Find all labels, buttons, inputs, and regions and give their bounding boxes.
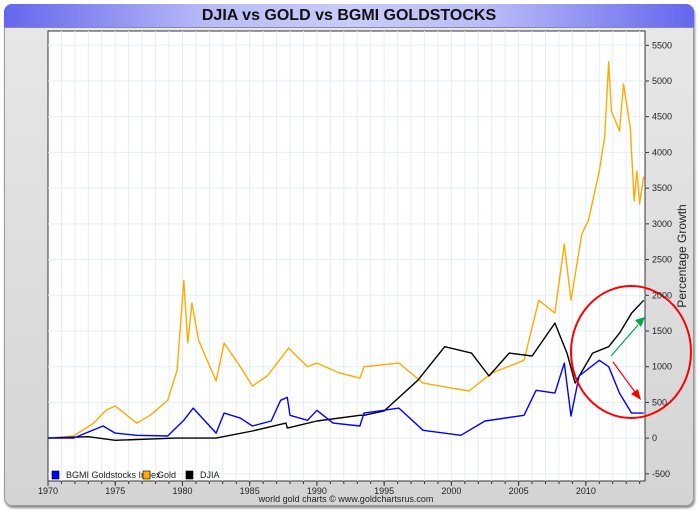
y-tick-label: 4500: [652, 112, 672, 122]
x-tick-label: 1995: [374, 486, 394, 496]
legend-swatch-bgmi: [51, 470, 60, 480]
legend: BGMI Goldstocks Index Gold DJIA: [51, 470, 220, 480]
down-arrow-head: [631, 389, 641, 400]
grid: [48, 31, 645, 481]
y-tick-label: -500: [652, 469, 670, 479]
y-tick-label: 4000: [652, 147, 672, 157]
x-tick-label: 2010: [576, 486, 596, 496]
series-group: [47, 61, 645, 441]
plot-area: [47, 30, 646, 482]
legend-swatch-djia: [185, 470, 194, 480]
y-tick-label: 2500: [652, 255, 672, 265]
y-tick-label: 2000: [652, 290, 672, 300]
legend-label-bgmi: BGMI Goldstocks Index: [66, 470, 161, 480]
title-bar: DJIA vs GOLD vs BGMI GOLDSTOCKS: [4, 4, 694, 28]
chart-title: DJIA vs GOLD vs BGMI GOLDSTOCKS: [201, 7, 497, 24]
y-tick-label: 3000: [652, 219, 672, 229]
y-tick-label: 1500: [652, 326, 672, 336]
x-tick-label: 2000: [441, 486, 461, 496]
credit-text: world gold charts © www.goldchartsrus.co…: [258, 494, 434, 504]
y-axis-label: Percentage Growth: [675, 204, 689, 307]
down-arrow-line: [612, 361, 636, 393]
y-tick-label: 0: [652, 433, 657, 443]
x-tick-label: 1980: [172, 486, 192, 496]
legend-swatch-gold: [142, 470, 151, 480]
series-line-bgmi-goldstocks-index: [48, 359, 644, 439]
y-tick-label: 3500: [652, 183, 672, 193]
x-tick-label: 1975: [105, 486, 125, 496]
x-axis: 1970 1975 1980 1985 1990 1995 2000 2005 2010: [38, 481, 641, 496]
highlight-circle: [570, 285, 692, 419]
series-line-djia: [47, 299, 645, 441]
annotations: [570, 285, 692, 419]
up-arrow-head: [635, 317, 645, 327]
legend-label-djia: DJIA: [200, 470, 220, 480]
legend-label-gold: Gold: [157, 470, 176, 480]
y-axis: 5500500045004000350030002500200015001000…: [645, 40, 672, 479]
y-tick-label: 500: [652, 397, 667, 407]
up-arrow-line: [610, 324, 639, 357]
y-tick-label: 1000: [652, 362, 672, 372]
series-line-gold: [47, 61, 645, 439]
y-tick-label: 5000: [652, 76, 672, 86]
x-tick-label: 1970: [38, 486, 58, 496]
y-tick-label: 5500: [652, 40, 672, 50]
x-tick-label: 1985: [240, 486, 260, 496]
x-tick-label: 2005: [509, 486, 529, 496]
x-tick-label: 1990: [307, 486, 327, 496]
